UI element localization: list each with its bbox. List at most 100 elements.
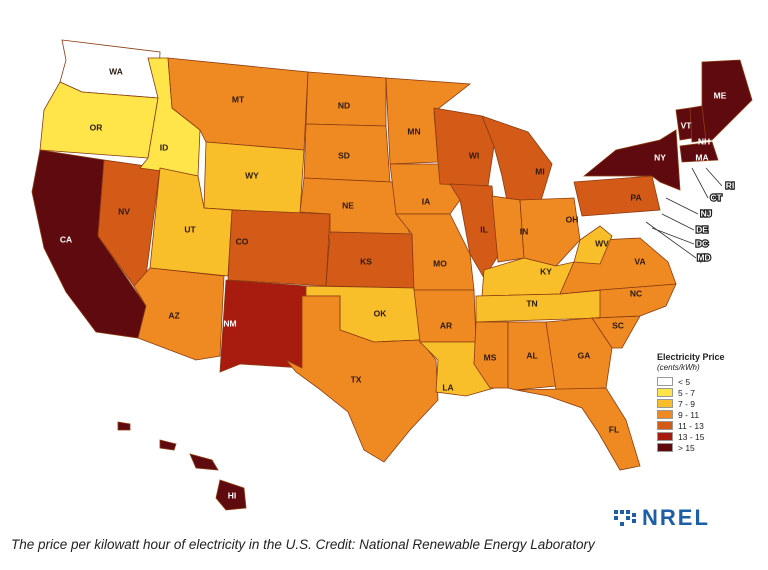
state-label-vt: VT [681,120,693,130]
state-label-oh: OH [566,214,579,224]
state-label-mo: MO [433,258,447,268]
state-label-ny: NY [654,152,666,162]
legend-swatch [657,388,673,397]
legend-label: < 5 [678,376,691,387]
legend-swatch [657,377,673,386]
state-label-sd: SD [338,150,350,160]
legend-swatch [657,443,673,452]
callouts-layer: RI CT NJ DE DC MD [645,167,735,263]
state-ny [582,129,681,191]
state-label-tx: TX [351,374,362,384]
callout-line-ct [691,167,709,199]
state-label-il: IL [480,224,488,234]
state-label-wa: WA [109,66,123,76]
state-label-in: IN [520,226,529,236]
state-al [507,321,557,391]
legend-row: 9 - 11 [657,409,757,420]
state-label-ar: AR [440,320,452,330]
callout-line-ri [705,167,723,187]
callout-label-ri: RI [726,180,735,190]
callout-label-dc: DC [696,238,708,248]
legend-label: 11 - 13 [678,420,704,431]
state-label-mn: MN [407,126,420,136]
state-label-mt: MT [232,94,245,104]
state-label-mi: MI [535,166,544,176]
state-co [227,209,331,287]
state-label-ne: NE [342,200,354,210]
callout-label-md: MD [697,252,710,262]
state-label-ok: OK [374,308,388,318]
legend-swatch [657,421,673,430]
state-label-wy: WY [245,170,259,180]
state-label-ma: MA [695,152,708,162]
legend-label: > 15 [678,442,695,453]
state-ky [481,257,575,297]
state-oh [519,197,581,267]
legend-units: (cents/kWh) [657,363,700,372]
legend-row: < 5 [657,376,757,387]
nrel-logo: NREL [614,507,710,527]
callout-line-dc [651,227,695,245]
nrel-logo-text: NREL [642,507,710,527]
state-label-ks: KS [360,256,372,266]
state-label-me: ME [714,90,727,100]
state-ma [679,141,719,163]
callout-line-de [661,213,695,231]
legend-title: Electricity Price [657,352,725,362]
state-label-sc: SC [612,320,624,330]
callout-label-nj: NJ [701,208,712,218]
caption: The price per kilowatt hour of electrici… [11,537,595,552]
callout-line-nj [665,197,699,215]
state-ga [545,317,613,391]
state-pa [573,175,661,217]
state-ar [413,289,477,343]
state-label-pa: PA [630,192,641,202]
state-label-id: ID [160,142,169,152]
states-layer [31,39,753,511]
state-hi [117,421,247,511]
state-label-nv: NV [118,206,130,216]
state-label-ga: GA [578,350,591,360]
legend-label: 5 - 7 [678,387,696,398]
state-label-wv: WV [595,238,609,248]
state-nd [305,71,387,127]
callout-label-ct: CT [710,192,722,202]
state-label-nh: NH [698,136,710,146]
state-label-nm: NM [223,318,236,328]
legend-label: 7 - 9 [678,398,696,409]
state-label-ia: IA [422,196,431,206]
state-label-az: AZ [168,310,179,320]
state-label-ky: KY [540,266,552,276]
state-label-tn: TN [526,298,537,308]
legend-swatch [657,399,673,408]
nrel-logo-mark [614,510,636,526]
legend-swatch [657,410,673,419]
state-label-ca: CA [60,234,72,244]
state-label-al: AL [526,350,537,360]
state-label-nc: NC [630,288,642,298]
state-label-nd: ND [338,100,350,110]
callout-label-de: DE [696,224,708,234]
legend-row: > 15 [657,442,757,453]
state-va [559,237,677,295]
state-label-va: VA [634,256,645,266]
state-label-co: CO [236,236,249,246]
state-label-la: LA [442,382,453,392]
state-az [133,267,225,361]
state-me [701,59,753,141]
state-label-fl: FL [609,424,619,434]
state-label-ut: UT [184,224,196,234]
legend-label: 13 - 15 [678,431,705,442]
state-nm [219,279,307,373]
state-label-ms: MS [484,352,497,362]
legend-row: 5 - 7 [657,387,757,398]
state-wv [573,225,613,265]
legend-label: 9 - 11 [678,409,700,420]
electricity-price-map: WA OR CA NV ID MT WY UT AZ CO NM ND SD NE KS OK TX MN IA MO… [31,39,753,511]
state-tx [285,295,439,463]
state-ms [473,321,509,389]
state-label-hi: HI [228,490,237,500]
state-label-wi: WI [469,150,479,160]
